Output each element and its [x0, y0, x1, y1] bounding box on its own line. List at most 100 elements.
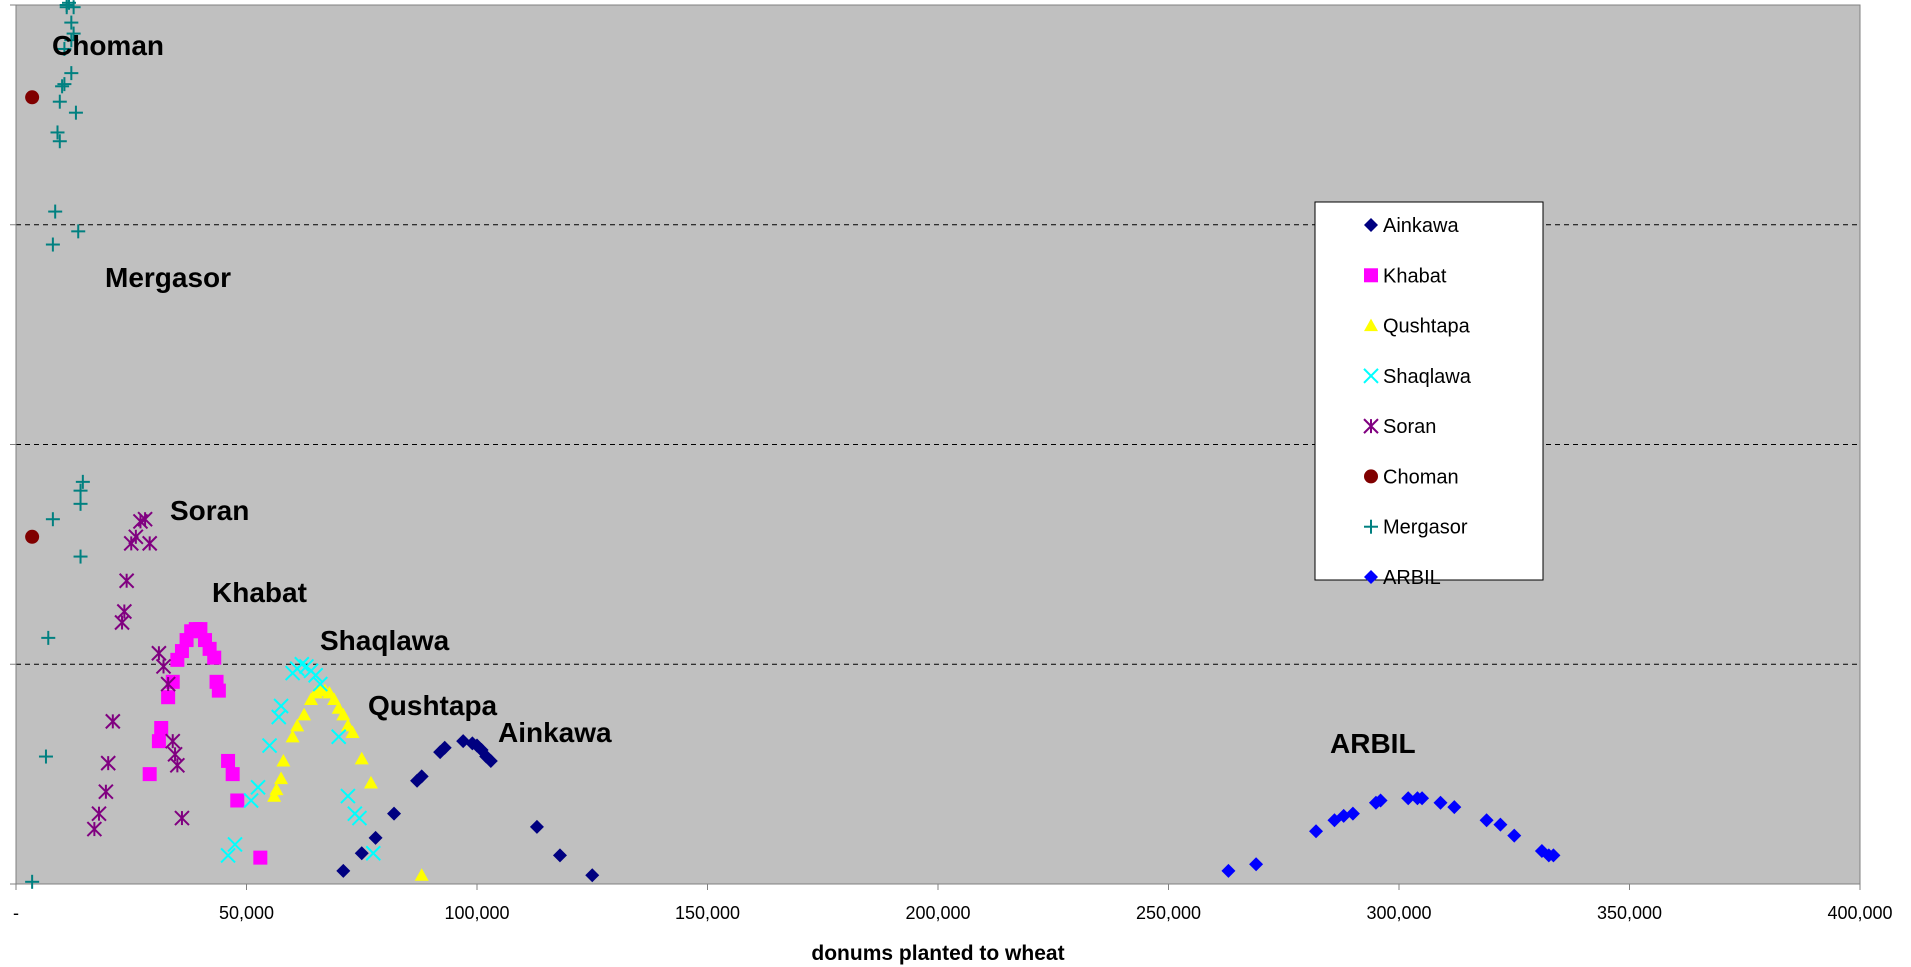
series-arbil — [1221, 791, 1561, 878]
arbil-point — [1401, 791, 1416, 806]
soran-point — [98, 783, 114, 800]
shaqlawa-point — [243, 792, 259, 809]
legend-box — [1314, 201, 1544, 581]
mergasor-point — [66, 26, 81, 41]
series-shaqlawa — [220, 656, 381, 864]
marker-stroke — [271, 709, 287, 725]
soran-point — [128, 529, 144, 545]
marker-stroke — [294, 656, 310, 672]
legend-marker — [1364, 268, 1378, 283]
qushtapa-point — [363, 775, 378, 789]
marker-stroke — [250, 779, 266, 796]
soran-point — [160, 676, 176, 692]
soran-point — [86, 821, 103, 837]
shaqlawa-point — [227, 836, 243, 853]
legend-marker — [1363, 418, 1379, 434]
choman-point — [25, 529, 40, 544]
qushtapa-point — [285, 729, 300, 743]
mergasor-point — [25, 874, 40, 889]
qushtapa-point — [345, 725, 360, 738]
soran-point — [151, 645, 167, 661]
legend-marker — [1364, 318, 1378, 332]
x-tick-label: 300,000 — [1366, 903, 1431, 923]
shaqlawa-point — [261, 737, 278, 754]
legend-entry-mergasor: Mergasor — [1364, 517, 1468, 539]
mergasor-point — [52, 94, 67, 109]
legend-label: Ainkawa — [1383, 215, 1459, 237]
soran-point — [100, 755, 116, 771]
series-mergasor — [25, 0, 90, 889]
marker-stroke — [273, 698, 289, 714]
marker-stroke — [243, 792, 259, 809]
qushtapa-point — [290, 718, 305, 732]
legend-label: Soran — [1383, 416, 1436, 438]
marker-stroke — [351, 810, 368, 826]
soran-point — [169, 757, 186, 774]
legend: Ainkawa Khabat Qushtapa Shaqlawa Soran Choman… — [1314, 201, 1544, 589]
x-axis-label: donums planted to wheat — [811, 942, 1064, 965]
arbil-point — [1373, 793, 1388, 808]
ainkawa-point — [354, 846, 369, 861]
mergasor-point — [41, 630, 56, 645]
x-tick-label: - — [13, 903, 19, 923]
annotation-ainkawa: Ainkawa — [498, 717, 612, 748]
shaqlawa-point — [307, 667, 324, 683]
x-tick-labels: - 50,000 100,000 150,000 200,000 250,000 300,0… — [13, 903, 1893, 923]
arbil-point — [1479, 813, 1494, 828]
ainkawa-point — [483, 753, 498, 768]
mergasor-point — [38, 749, 53, 764]
shaqlawa-point — [294, 656, 310, 672]
legend-entry-soran: Soran — [1363, 416, 1436, 438]
marker-stroke — [365, 845, 381, 861]
mergasor-point — [73, 496, 88, 511]
ainkawa-point — [336, 863, 351, 878]
annotation-arbil: ARBIL — [1330, 728, 1416, 759]
shaqlawa-point — [330, 729, 347, 745]
khabat-point — [253, 850, 268, 865]
arbil-point — [1493, 817, 1508, 832]
ainkawa-point — [456, 734, 471, 749]
series-annotations: Choman Mergasor Soran Khabat Shaqlawa Qushtap… — [52, 30, 1416, 759]
legend-marker — [1364, 570, 1378, 584]
choman-point — [25, 90, 40, 105]
khabat-point — [193, 622, 208, 637]
arbil-point — [1249, 857, 1264, 872]
data-points — [25, 0, 1561, 889]
arbil-point — [1546, 848, 1561, 863]
x-tick-label: 200,000 — [905, 903, 970, 923]
mergasor-point — [57, 41, 72, 56]
x-tick-label: 50,000 — [219, 903, 274, 923]
khabat-point — [151, 734, 166, 749]
soran-point — [155, 658, 172, 675]
marker-stroke — [340, 788, 356, 804]
soran-point — [137, 511, 153, 527]
series-khabat — [142, 622, 268, 865]
legend-entry-ainkawa: Ainkawa — [1364, 215, 1459, 237]
khabat-point — [225, 767, 240, 782]
shaqlawa-point — [250, 779, 266, 796]
legend-label: Khabat — [1383, 265, 1447, 287]
qushtapa-point — [269, 782, 284, 796]
annotation-shaqlawa: Shaqlawa — [320, 625, 450, 656]
legend-marker — [1363, 368, 1379, 384]
khabat-point — [230, 793, 245, 808]
legend-entry-choman: Choman — [1364, 466, 1459, 488]
mergasor-point — [66, 0, 81, 15]
ainkawa-point — [529, 819, 544, 834]
marker-stroke — [307, 667, 324, 683]
mergasor-point — [73, 549, 88, 564]
arbil-point — [1309, 824, 1324, 839]
marker-stroke — [330, 729, 347, 745]
mergasor-point — [57, 77, 72, 92]
mergasor-point — [55, 79, 70, 94]
legend-entry-shaqlawa: Shaqlawa — [1363, 366, 1472, 388]
ainkawa-point — [552, 848, 567, 863]
khabat-point — [142, 767, 157, 782]
mergasor-point — [48, 204, 63, 219]
mergasor-point — [64, 15, 79, 30]
gridlines — [16, 224, 1860, 665]
shaqlawa-point — [312, 676, 328, 692]
khabat-point — [161, 690, 176, 705]
arbil-point — [1336, 808, 1351, 823]
